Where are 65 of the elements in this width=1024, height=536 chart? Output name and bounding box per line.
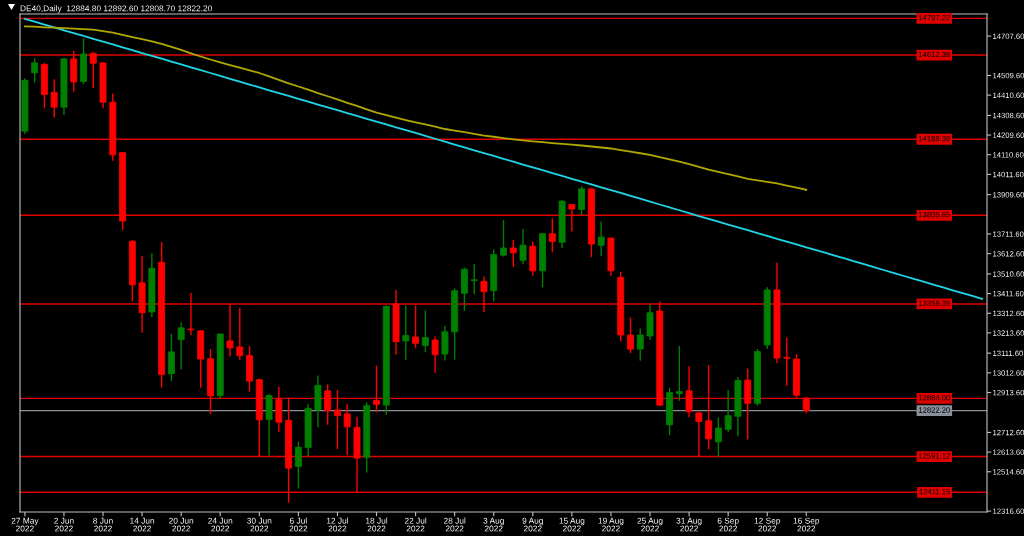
candlestick — [402, 304, 410, 361]
candlestick — [226, 303, 234, 358]
candlestick — [646, 303, 654, 341]
x-tick-label: 6 Sep 2022 — [717, 517, 739, 532]
candlestick — [50, 78, 58, 119]
x-tick-label: 28 Jul 2022 — [443, 517, 466, 532]
x-tick-label: 15 Aug 2022 — [559, 517, 585, 532]
x-tick-label: 14 Jun 2022 — [130, 517, 155, 532]
candlestick — [431, 335, 439, 374]
x-tick-label: 27 May 2022 — [11, 517, 39, 532]
candlestick — [275, 385, 283, 433]
x-tick-label: 2 Jun 2022 — [54, 517, 74, 532]
x-tick-label: 12 Jul 2022 — [326, 517, 349, 532]
x-tick-label: 24 Jun 2022 — [208, 517, 233, 532]
candlestick — [714, 416, 722, 458]
candlestick — [324, 383, 332, 426]
x-tick-label: 25 Aug 2022 — [637, 517, 663, 532]
candlestick — [334, 389, 341, 450]
candlestick — [744, 367, 752, 441]
x-tick-label: 30 Jun 2022 — [247, 517, 272, 532]
candlestick — [705, 364, 713, 451]
candlestick — [783, 336, 791, 387]
candlestick — [236, 307, 244, 361]
candlestick — [412, 304, 420, 349]
candlestick — [500, 219, 507, 258]
x-tick-label: 20 Jun 2022 — [169, 517, 194, 532]
candlestick — [568, 203, 576, 233]
x-tick-label: 31 Aug 2022 — [676, 517, 702, 532]
candlestick — [627, 316, 634, 354]
candlestick — [187, 292, 195, 336]
candlestick — [675, 345, 683, 402]
line-series — [23, 17, 984, 300]
candlestick — [509, 238, 517, 268]
candlestick — [441, 325, 449, 362]
x-tick-label: 18 Jul 2022 — [366, 517, 388, 532]
x-tick-label: 3 Aug 2022 — [483, 517, 504, 532]
x-tick-label: 12 Sep 2022 — [754, 517, 781, 532]
candlestick — [70, 50, 78, 93]
x-tick-label: 19 Aug 2022 — [598, 517, 624, 532]
candlestick — [31, 57, 39, 84]
candlestick — [548, 217, 556, 253]
x-tick-label: 16 Sep 2022 — [793, 517, 820, 532]
candlestick — [167, 333, 175, 382]
x-tick-label: 9 Aug 2022 — [522, 517, 543, 532]
candlestick — [480, 275, 488, 313]
candlestick — [177, 321, 185, 371]
candlestick — [294, 441, 302, 490]
candlestick — [597, 220, 605, 257]
x-tick-label: 6 Jul 2022 — [289, 517, 308, 532]
candlestick — [373, 364, 380, 413]
candlestick — [519, 228, 527, 265]
x-tick-label: 22 Jul 2022 — [404, 517, 427, 532]
x-tick-label: 8 Jun 2022 — [93, 517, 113, 532]
line-series — [23, 25, 808, 191]
candlestick — [685, 365, 693, 418]
candlestick — [724, 389, 732, 433]
candlestick — [695, 410, 703, 458]
candlestick — [343, 403, 351, 456]
candlestick — [421, 309, 429, 353]
candlestick — [578, 185, 586, 216]
candlestick — [89, 51, 97, 89]
candlestick — [265, 393, 273, 457]
candlestick — [636, 327, 644, 362]
candlestick — [470, 263, 478, 295]
chart-title: DE40,Daily 12884.80 12892.60 12808.70 12822.20 — [20, 5, 212, 13]
